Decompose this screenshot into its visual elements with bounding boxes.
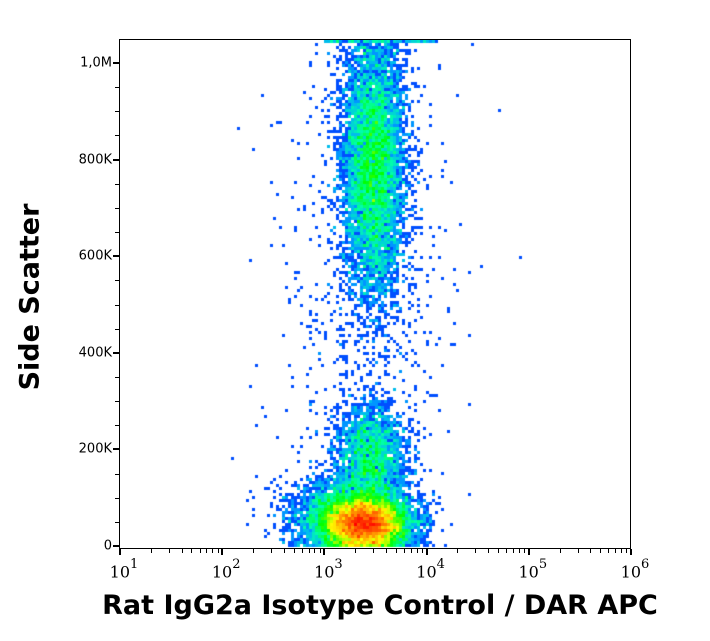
y-axis-title: Side Scatter — [14, 203, 46, 391]
x-minor-tick — [199, 549, 201, 553]
x-minor-tick — [355, 549, 357, 553]
y-tick-label: 600K — [78, 248, 112, 264]
x-tick-label: 106 — [620, 557, 650, 582]
y-tick-label: 1,0M — [80, 55, 112, 71]
x-minor-tick — [270, 549, 272, 553]
x-minor-tick — [301, 549, 303, 553]
x-major-tick — [527, 549, 530, 555]
density-scatter-area — [120, 40, 630, 548]
y-minor-tick — [115, 328, 119, 330]
x-minor-tick — [608, 549, 610, 553]
x-minor-tick — [590, 549, 592, 553]
y-tick-label: 800K — [78, 152, 112, 168]
x-minor-tick — [577, 549, 579, 553]
y-minor-tick — [115, 183, 119, 185]
y-tick-label: 0 — [103, 538, 112, 554]
y-tick-label: 200K — [78, 441, 112, 457]
x-minor-tick — [416, 549, 418, 553]
x-minor-tick — [488, 549, 490, 553]
x-minor-tick — [524, 549, 526, 553]
x-minor-tick — [621, 549, 623, 553]
x-minor-tick — [506, 549, 508, 553]
y-tick-label: 400K — [78, 345, 112, 361]
x-minor-tick — [314, 549, 316, 553]
x-major-tick — [221, 549, 224, 555]
x-minor-tick — [206, 549, 208, 553]
y-minor-tick — [115, 111, 119, 113]
x-minor-tick — [293, 549, 295, 553]
x-minor-tick — [252, 549, 254, 553]
x-minor-tick — [168, 549, 170, 553]
x-minor-tick — [395, 549, 397, 553]
x-minor-tick — [457, 549, 459, 553]
x-tick-label: 103 — [314, 557, 343, 582]
y-minor-tick — [115, 232, 119, 234]
x-minor-tick — [283, 549, 285, 553]
x-major-tick — [119, 549, 121, 555]
y-minor-tick — [115, 401, 119, 403]
y-minor-tick — [115, 497, 119, 499]
y-minor-tick — [115, 425, 119, 427]
x-minor-tick — [512, 549, 514, 553]
x-major-tick — [323, 549, 326, 555]
x-minor-tick — [403, 549, 405, 553]
y-minor-tick — [115, 135, 119, 137]
y-major-tick — [113, 545, 119, 547]
y-major-tick — [113, 448, 119, 451]
x-minor-tick — [615, 549, 617, 553]
x-tick-label: 102 — [211, 557, 241, 582]
x-minor-tick — [212, 549, 214, 553]
x-minor-tick — [217, 549, 219, 553]
x-minor-tick — [191, 549, 193, 553]
y-minor-tick — [115, 87, 119, 89]
y-minor-tick — [115, 473, 119, 475]
y-major-tick — [113, 62, 119, 64]
x-minor-tick — [600, 549, 602, 553]
x-minor-tick — [385, 549, 387, 553]
y-minor-tick — [115, 376, 119, 378]
x-minor-tick — [319, 549, 321, 553]
y-minor-tick — [115, 521, 119, 523]
x-tick-label: 105 — [518, 557, 548, 582]
x-minor-tick — [559, 549, 561, 553]
y-minor-tick — [115, 304, 119, 306]
plot-frame — [119, 39, 631, 549]
x-minor-tick — [150, 549, 152, 553]
x-minor-tick — [373, 549, 375, 553]
x-major-tick — [425, 549, 428, 555]
x-minor-tick — [410, 549, 412, 553]
x-axis-title: Rat IgG2a Isotype Control / DAR APC — [102, 590, 658, 621]
x-minor-tick — [518, 549, 520, 553]
x-minor-tick — [498, 549, 500, 553]
x-minor-tick — [421, 549, 423, 553]
x-tick-label: 104 — [416, 557, 445, 582]
y-minor-tick — [115, 280, 119, 282]
x-minor-tick — [626, 549, 628, 553]
x-tick-label: 101 — [109, 557, 139, 582]
x-major-tick — [630, 549, 632, 555]
x-minor-tick — [181, 549, 183, 553]
x-minor-tick — [308, 549, 310, 553]
y-major-tick — [113, 255, 119, 258]
y-major-tick — [113, 158, 119, 161]
y-minor-tick — [115, 207, 119, 209]
y-major-tick — [113, 351, 119, 354]
x-minor-tick — [475, 549, 477, 553]
